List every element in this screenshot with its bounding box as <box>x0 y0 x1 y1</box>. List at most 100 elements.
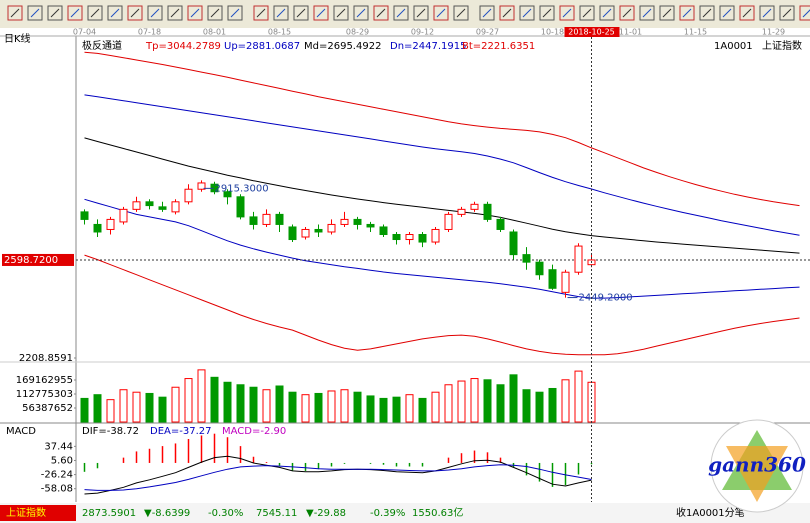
toolbar-button[interactable] <box>393 5 409 21</box>
status-index-box[interactable] <box>0 505 76 521</box>
y-tick-label: 56387652 <box>22 403 73 414</box>
y-tick-label: -26.24 <box>41 470 73 481</box>
toolbar-button[interactable] <box>107 5 123 21</box>
band-line <box>84 94 800 236</box>
status-index-name[interactable]: 上证指数 <box>6 506 46 519</box>
toolbar-button[interactable] <box>599 5 615 21</box>
toolbar-button[interactable] <box>499 5 515 21</box>
chart-title: 极反通道 <box>82 39 122 52</box>
toolbar-button[interactable] <box>719 5 735 21</box>
toolbar-button[interactable] <box>207 5 223 21</box>
toolbar-button[interactable] <box>313 5 329 21</box>
status-right[interactable]: 收1A0001分笔 <box>676 506 745 519</box>
toolbar-button[interactable] <box>293 5 309 21</box>
toolbar-button[interactable] <box>187 5 203 21</box>
toolbar-glyph <box>602 8 612 18</box>
candle-body <box>509 231 518 256</box>
volume-bar <box>418 397 427 423</box>
x-tick-label: 11-01 <box>619 28 642 37</box>
toolbar-glyph <box>482 8 492 18</box>
toolbar-button[interactable] <box>7 5 23 21</box>
candle-body <box>314 228 323 233</box>
toolbar-button[interactable] <box>273 5 289 21</box>
toolbar-glyph <box>50 8 60 18</box>
volume-bar <box>184 378 193 423</box>
toolbar-glyph <box>436 8 446 18</box>
volume-bar <box>379 397 388 423</box>
toolbar-button[interactable] <box>433 5 449 21</box>
candle-body <box>522 254 531 263</box>
toolbar-button[interactable] <box>27 5 43 21</box>
candle-body <box>366 223 375 228</box>
toolbar-button[interactable] <box>227 5 243 21</box>
toolbar-button[interactable] <box>87 5 103 21</box>
toolbar-button[interactable] <box>559 5 575 21</box>
toolbar-button[interactable] <box>147 5 163 21</box>
period-label: 日K线 <box>4 32 31 45</box>
candle-body <box>275 213 284 225</box>
toolbar-button[interactable] <box>699 5 715 21</box>
x-tick-label: 08-29 <box>346 28 369 37</box>
toolbar-button[interactable] <box>639 5 655 21</box>
toolbar-button[interactable] <box>453 5 469 21</box>
toolbar-button[interactable] <box>779 5 795 21</box>
candle-body <box>548 269 557 289</box>
candle-body <box>197 182 206 190</box>
toolbar-button[interactable] <box>67 5 83 21</box>
toolbar-button[interactable] <box>519 5 535 21</box>
volume-bar <box>106 399 115 423</box>
toolbar-button[interactable] <box>127 5 143 21</box>
toolbar-button[interactable] <box>619 5 635 21</box>
toolbar-button[interactable] <box>739 5 755 21</box>
toolbar-button[interactable] <box>333 5 349 21</box>
x-tick-label: 08-01 <box>203 28 226 37</box>
toolbar-button[interactable] <box>679 5 695 21</box>
volume-bar <box>288 391 297 423</box>
y-tick-label: 37.44 <box>44 441 73 452</box>
logo: gann360 <box>708 419 806 513</box>
toolbar-glyph <box>336 8 346 18</box>
toolbar-glyph <box>376 8 386 18</box>
toolbar-button[interactable] <box>47 5 63 21</box>
x-tick-label: 09-27 <box>476 28 499 37</box>
volume-bar <box>431 391 440 423</box>
volume-bar <box>392 396 401 423</box>
legend-entry: Md=2695.4922 <box>304 41 381 52</box>
volume-bar <box>236 384 245 423</box>
toolbar-button[interactable] <box>579 5 595 21</box>
candle-body <box>340 218 349 225</box>
toolbar-button[interactable] <box>353 5 369 21</box>
toolbar-button[interactable] <box>539 5 555 21</box>
toolbar-button[interactable] <box>799 5 810 21</box>
status-bar <box>0 503 810 523</box>
toolbar-glyph <box>70 8 80 18</box>
toolbar-button[interactable] <box>659 5 675 21</box>
y-tick-label: 2208.8591 <box>19 353 73 364</box>
toolbar-button[interactable] <box>167 5 183 21</box>
volume-bar <box>353 391 362 423</box>
cursor-date-box <box>564 27 620 37</box>
toolbar-button[interactable] <box>373 5 389 21</box>
legend-entry: Tp=3044.2789 <box>145 41 221 52</box>
toolbar-glyph <box>456 8 466 18</box>
toolbar-button[interactable] <box>253 5 269 21</box>
toolbar-glyph <box>542 8 552 18</box>
volume-bar <box>171 386 180 423</box>
chart-title: MACD <box>6 426 36 437</box>
annotation: 2449.2000 <box>579 293 633 304</box>
toolbar-button[interactable] <box>413 5 429 21</box>
x-tick-label: 09-12 <box>411 28 434 37</box>
toolbar-button[interactable] <box>759 5 775 21</box>
candle-body <box>353 218 362 225</box>
candle-body <box>145 201 154 207</box>
candle-body <box>184 188 193 203</box>
candle-body <box>392 233 401 241</box>
toolbar-glyph <box>416 8 426 18</box>
toolbar-glyph <box>396 8 406 18</box>
toolbar-glyph <box>296 8 306 18</box>
volume-bar <box>145 392 154 423</box>
symbol-code: 1A0001 <box>714 41 753 52</box>
toolbar-button[interactable] <box>479 5 495 21</box>
x-tick-label: 08-15 <box>268 28 291 37</box>
